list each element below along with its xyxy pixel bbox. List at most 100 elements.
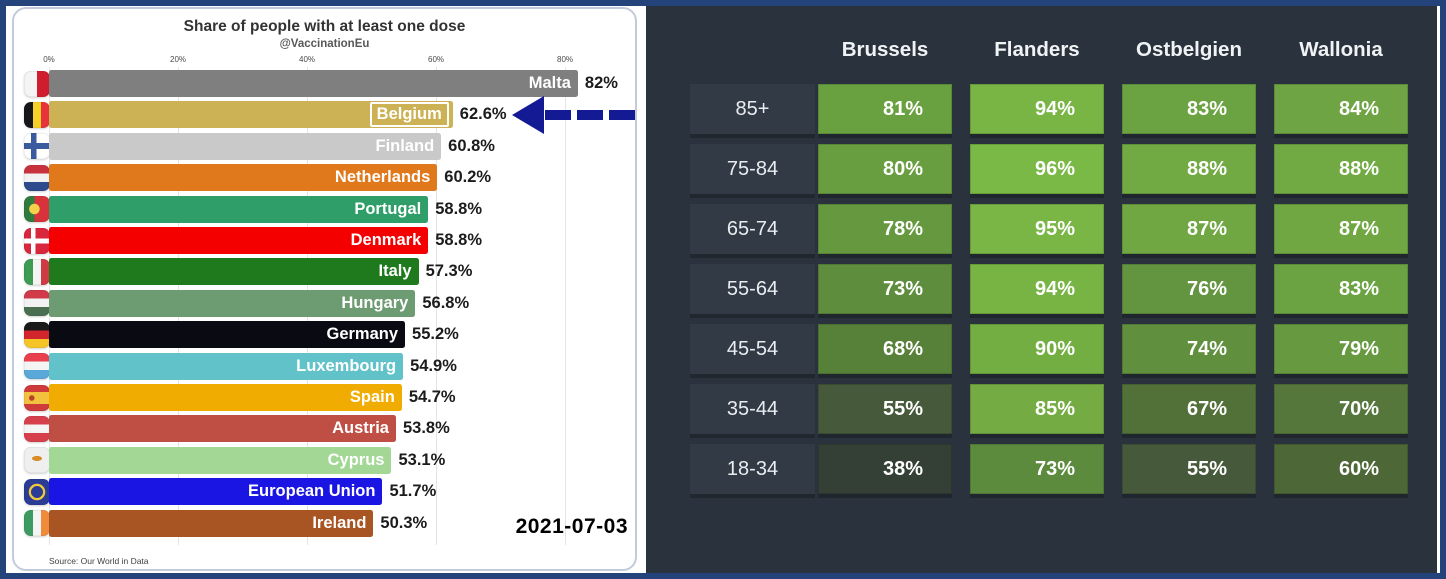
- country-label: Italy: [378, 262, 412, 281]
- heatmap-cell: 85%: [970, 384, 1104, 434]
- heatmap-cell: 73%: [970, 444, 1104, 494]
- source-attribution: Source: Our World in Data: [49, 556, 149, 566]
- value-label: 58.8%: [435, 199, 483, 218]
- bar: Spain: [49, 384, 402, 411]
- heatmap-cell: 88%: [1122, 144, 1256, 194]
- value-label: 60.8%: [448, 136, 495, 155]
- country-label: Cyprus: [327, 450, 385, 469]
- axis-tick-label: 80%: [556, 55, 574, 64]
- belgium-flag-icon: [24, 101, 50, 128]
- value-label: 54.9%: [410, 356, 457, 375]
- bar: Denmark: [49, 227, 429, 254]
- bar-row-denmark: Denmark 58.8%: [14, 227, 635, 254]
- germany-flag-icon: [24, 321, 50, 348]
- ireland-flag-icon: [24, 510, 50, 537]
- heatmap-cell: 67%: [1122, 384, 1256, 434]
- bar: Italy: [49, 258, 419, 286]
- row-label-age-65-74: 65-74: [690, 204, 815, 254]
- netherlands-flag-icon: [24, 164, 50, 191]
- heatmap-cell: 96%: [970, 144, 1104, 194]
- bar-row-hungary: Hungary 56.8%: [14, 289, 635, 317]
- bar: Ireland: [49, 509, 374, 537]
- bar-row-european-union: European Union 51.7%: [14, 478, 635, 506]
- arrow-dash: [545, 110, 571, 120]
- heatmap-cell: 80%: [818, 144, 952, 194]
- bar-row-portugal: Portugal 58.8%: [14, 195, 635, 223]
- heatmap-cell: 94%: [970, 84, 1104, 134]
- austria-flag-icon: [24, 415, 50, 442]
- malta-flag-icon: [24, 70, 50, 97]
- value-label: 58.8%: [435, 231, 483, 249]
- european-union-flag-icon: [24, 478, 50, 505]
- country-label: European Union: [248, 482, 376, 501]
- heatmap-cell: 95%: [970, 204, 1104, 254]
- column-header-ostbelgien: Ostbelgien: [1136, 38, 1242, 61]
- heatmap-cell: 73%: [818, 264, 952, 314]
- heatmap-cell: 87%: [1122, 204, 1256, 254]
- value-label: 50.3%: [380, 513, 428, 532]
- bar-row-spain: Spain 54.7%: [14, 384, 635, 411]
- bar: Hungary: [49, 289, 416, 317]
- chart-title: Share of people with at least one dose: [183, 18, 466, 35]
- country-label: Malta: [528, 74, 571, 92]
- cyprus-flag-icon: [24, 447, 50, 474]
- vaccination-bar-chart-card: Share of people with at least one dose @…: [12, 7, 637, 571]
- country-label: Netherlands: [334, 168, 431, 187]
- bar-row-ireland: Ireland 50.3%: [14, 509, 635, 537]
- heatmap-cell: 88%: [1274, 144, 1408, 194]
- region-age-heatmap-panel: Brussels Flanders Ostbelgien Wallonia 85+ 81%…: [646, 5, 1437, 573]
- heatmap-cell: 81%: [818, 84, 952, 134]
- heatmap-cell: 84%: [1274, 84, 1408, 134]
- bar: Netherlands: [49, 164, 438, 192]
- spain-flag-icon: [24, 384, 50, 411]
- country-label: Portugal: [354, 199, 422, 218]
- heatmap-cell: 94%: [970, 264, 1104, 314]
- row-label-age-35-44: 35-44: [690, 384, 815, 434]
- value-label: 51.7%: [389, 482, 437, 501]
- country-label: Ireland: [312, 513, 367, 532]
- bar-row-malta: Malta 82%: [14, 70, 635, 97]
- italy-flag-icon: [24, 258, 50, 285]
- heatmap-cell: 79%: [1274, 324, 1408, 374]
- country-label: Hungary: [341, 293, 409, 312]
- heatmap-cell: 74%: [1122, 324, 1256, 374]
- value-label: 57.3%: [425, 262, 473, 281]
- denmark-flag-icon: [24, 227, 50, 254]
- axis-tick-label: 20%: [169, 55, 187, 64]
- row-label-age-18-34: 18-34: [690, 444, 815, 494]
- value-label: 53.8%: [403, 419, 450, 438]
- column-header-brussels: Brussels: [841, 38, 929, 61]
- date-label: 2021-07-03: [515, 515, 628, 538]
- heatmap-cell: 68%: [818, 324, 952, 374]
- row-label-age-85plus: 85+: [690, 84, 815, 134]
- country-label: Luxembourg: [296, 356, 397, 375]
- bar: Finland: [49, 132, 442, 160]
- heatmap-cell: 83%: [1122, 84, 1256, 134]
- value-label: 62.6%: [459, 105, 507, 124]
- country-label: Spain: [349, 388, 395, 406]
- bar: Cyprus: [49, 446, 392, 474]
- value-label: 53.1%: [398, 450, 446, 469]
- bar-row-germany: Germany 55.2%: [14, 321, 635, 349]
- bar: Belgium: [49, 101, 453, 129]
- country-label: Denmark: [350, 231, 422, 249]
- country-label: Germany: [326, 325, 399, 344]
- bar: Portugal: [49, 195, 429, 223]
- row-label-age-75-84: 75-84: [690, 144, 815, 194]
- heatmap-cell: 83%: [1274, 264, 1408, 314]
- gridline: [436, 67, 437, 545]
- bar-row-finland: Finland 60.8%: [14, 132, 635, 160]
- finland-flag-icon: [24, 133, 50, 160]
- row-label-age-55-64: 55-64: [690, 264, 815, 314]
- bar: European Union: [49, 478, 383, 506]
- heatmap-cell: 38%: [818, 444, 952, 494]
- axis-tick-label: 0%: [43, 55, 55, 64]
- axis-tick-label: 60%: [427, 55, 445, 64]
- value-label: 82%: [584, 74, 618, 92]
- value-label: 60.2%: [444, 168, 492, 187]
- bar-row-italy: Italy 57.3%: [14, 258, 635, 286]
- heatmap-cell: 60%: [1274, 444, 1408, 494]
- heatmap-cell: 78%: [818, 204, 952, 254]
- value-label: 55.2%: [412, 325, 459, 344]
